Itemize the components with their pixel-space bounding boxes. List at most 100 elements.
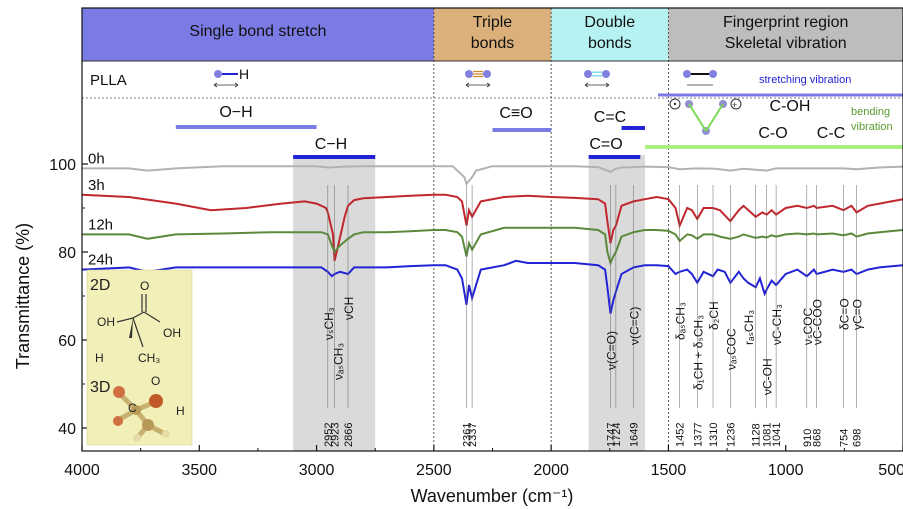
atom-c-3d: C bbox=[128, 401, 137, 415]
x-tick-label: 4000 bbox=[64, 462, 100, 479]
region-header-bar: Single bond stretch Triple bonds Double bond… bbox=[82, 8, 903, 451]
region-label: Double bbox=[584, 14, 635, 31]
atom-o-3d: O bbox=[151, 374, 160, 388]
bond-label: C=O bbox=[589, 136, 622, 153]
x-tick-label: 2000 bbox=[533, 462, 569, 479]
peak-label: 1128 bbox=[751, 423, 763, 447]
bond-c-oh-right bbox=[143, 311, 161, 323]
bond-c-ch3 bbox=[132, 317, 144, 348]
region-label: Single bond stretch bbox=[189, 23, 326, 40]
peak-label: 2337 bbox=[467, 423, 479, 447]
x-tick-label: 1500 bbox=[651, 462, 687, 479]
region-label: Skeletal vibration bbox=[725, 35, 847, 52]
atom-h: H bbox=[95, 351, 104, 365]
region-band bbox=[433, 8, 552, 61]
oh-single-bond-icon: H bbox=[213, 66, 249, 88]
y-tick-label: 100 bbox=[49, 157, 76, 174]
series-line-24h bbox=[81, 259, 903, 314]
bond-label: C−H bbox=[315, 136, 347, 153]
peak-label: 1452 bbox=[675, 423, 687, 447]
region-band bbox=[668, 8, 903, 61]
series-label-0h: 0h bbox=[88, 150, 105, 167]
label-3d: 3D bbox=[90, 379, 110, 396]
peak-label: 2952 bbox=[323, 423, 335, 447]
mode-label: δ₂CH bbox=[707, 301, 721, 330]
x-axis-title: Wavenumber (cm⁻¹) bbox=[411, 486, 574, 506]
region-label: bonds bbox=[588, 35, 632, 52]
peak-label: 868 bbox=[812, 429, 824, 447]
series-label-24h: 24h bbox=[88, 252, 113, 269]
shaded-band bbox=[588, 155, 645, 451]
molecule-inset: 2D 3D O OH OH H CH₃ C O H bbox=[86, 269, 193, 446]
peak-label: 1310 bbox=[708, 423, 720, 447]
label-2d: 2D bbox=[90, 277, 110, 294]
region-label: bonds bbox=[471, 35, 515, 52]
x-tick-label: 2500 bbox=[416, 462, 452, 479]
peak-label: 2866 bbox=[343, 423, 355, 447]
stretching-legend-label: stretching vibration bbox=[759, 74, 851, 86]
peak-label: 698 bbox=[852, 429, 864, 447]
peak-label: 754 bbox=[838, 429, 850, 447]
x-tick-label: 3500 bbox=[181, 462, 217, 479]
bond-c-oh-left bbox=[116, 317, 134, 323]
mode-label: νₐₛCH₃ bbox=[332, 343, 346, 380]
region-label: Triple bbox=[473, 14, 513, 31]
peak-label: 1081 bbox=[762, 423, 774, 447]
mode-label: rₐₛCH₃ bbox=[742, 310, 756, 345]
mode-label: νₐₛCOC bbox=[724, 328, 738, 370]
region-label: Fingerprint region bbox=[723, 14, 848, 31]
mode-label: δC=O bbox=[837, 298, 851, 330]
bond-label: C≡O bbox=[499, 105, 532, 122]
region-band bbox=[551, 8, 669, 61]
atom-ch3: CH₃ bbox=[138, 351, 160, 365]
series-label-3h: 3h bbox=[88, 177, 105, 194]
series-line-12h bbox=[82, 226, 903, 267]
shaded-band bbox=[293, 155, 376, 451]
y-axis-title: Transmittance (%) bbox=[13, 223, 33, 369]
bond-label: C-C bbox=[817, 125, 845, 142]
mode-label: δₐₛCH₃ bbox=[674, 302, 688, 340]
bending-glyph-icon: + bbox=[669, 98, 742, 135]
x-tick-label: 1000 bbox=[768, 462, 804, 479]
peak-label: 1377 bbox=[692, 423, 704, 447]
bond-label: C-O bbox=[758, 125, 787, 142]
x-tick-label: 500 bbox=[878, 462, 903, 479]
series-line-3h bbox=[81, 193, 903, 262]
cc-single-bond-icon bbox=[683, 70, 717, 86]
y-tick-label: 80 bbox=[58, 245, 76, 262]
mode-label: νₛCH₃ bbox=[322, 307, 336, 340]
x-tick-label: 3000 bbox=[299, 462, 335, 479]
atom-oh-right: OH bbox=[163, 326, 181, 340]
mode-label: νC-COO bbox=[811, 299, 825, 345]
svg-text:+: + bbox=[732, 100, 737, 110]
triple-bond-icon bbox=[465, 70, 491, 88]
bond-wedge bbox=[129, 318, 133, 338]
peak-label: 2923 bbox=[330, 423, 342, 447]
bending-legend-label-2: vibration bbox=[851, 121, 893, 133]
bond-label: C=C bbox=[594, 109, 626, 126]
bond-c-c bbox=[132, 311, 145, 319]
region-band bbox=[82, 8, 434, 61]
peak-label: 1724 bbox=[611, 423, 623, 447]
series-label-12h: 12h bbox=[88, 216, 113, 233]
y-tick-label: 40 bbox=[58, 421, 76, 438]
molecule-3d-model bbox=[113, 386, 170, 442]
mode-label: ν(C=O) bbox=[604, 331, 618, 370]
mode-label: νₛCOC bbox=[801, 308, 815, 345]
y-tick-label: 60 bbox=[58, 333, 76, 350]
bending-legend-label: bending bbox=[851, 106, 890, 118]
peak-label: 1236 bbox=[725, 423, 737, 447]
bond-label: O−H bbox=[219, 104, 252, 121]
peak-label: 910 bbox=[802, 429, 814, 447]
peak-label: 1747 bbox=[605, 423, 617, 447]
mode-label: νC-CH₃ bbox=[770, 304, 784, 345]
mode-label: γC=O bbox=[851, 299, 865, 330]
atom-h-3d: H bbox=[176, 404, 185, 418]
series-line-0h bbox=[82, 165, 903, 186]
svg-text:H: H bbox=[239, 66, 249, 82]
peak-label: 1041 bbox=[771, 423, 783, 447]
bond-label: C-OH bbox=[770, 98, 811, 115]
mode-label: δ₁CH + δₛCH₃ bbox=[691, 315, 705, 390]
atom-oh-left: OH bbox=[97, 315, 115, 329]
